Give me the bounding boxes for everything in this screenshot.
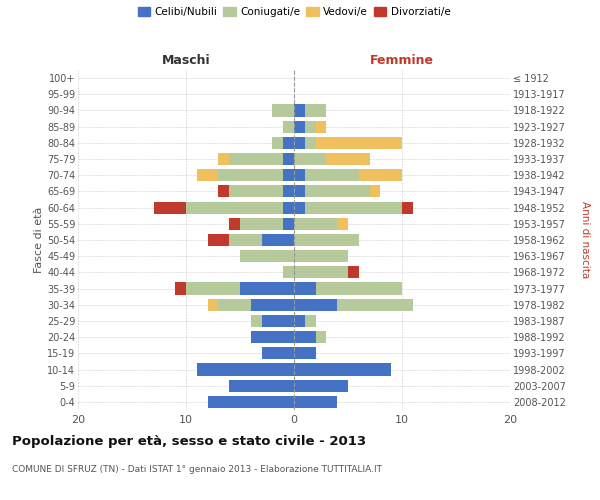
Bar [294,396,337,408]
Text: Popolazione per età, sesso e stato civile - 2013: Popolazione per età, sesso e stato civil… [12,435,366,448]
Bar [294,331,316,343]
Bar [218,169,283,181]
Bar [316,137,402,149]
Bar [305,202,402,213]
Bar [337,218,348,230]
Bar [294,234,359,246]
Bar [294,266,348,278]
Bar [359,169,402,181]
Bar [337,298,413,311]
Bar [294,282,316,294]
Bar [283,169,294,181]
Bar [272,137,283,149]
Bar [208,234,229,246]
Bar [283,266,294,278]
Bar [305,186,370,198]
Bar [197,364,294,376]
Text: Maschi: Maschi [161,54,211,68]
Bar [305,169,359,181]
Bar [305,137,316,149]
Bar [251,315,262,327]
Bar [294,202,305,213]
Bar [370,186,380,198]
Bar [272,104,294,117]
Bar [294,250,348,262]
Bar [294,169,305,181]
Bar [229,186,283,198]
Bar [283,120,294,132]
Bar [326,153,370,165]
Bar [262,315,294,327]
Bar [229,153,283,165]
Bar [348,266,359,278]
Bar [316,120,326,132]
Text: COMUNE DI SFRUZ (TN) - Dati ISTAT 1° gennaio 2013 - Elaborazione TUTTITALIA.IT: COMUNE DI SFRUZ (TN) - Dati ISTAT 1° gen… [12,465,382,474]
Bar [294,218,337,230]
Y-axis label: Anni di nascita: Anni di nascita [580,202,590,278]
Bar [208,298,218,311]
Bar [294,120,305,132]
Bar [294,348,316,360]
Bar [218,153,229,165]
Bar [305,120,316,132]
Text: Femmine: Femmine [370,54,434,68]
Bar [294,137,305,149]
Bar [402,202,413,213]
Bar [305,104,326,117]
Bar [262,234,294,246]
Bar [218,186,229,198]
Bar [175,282,186,294]
Bar [208,396,294,408]
Bar [294,186,305,198]
Bar [229,234,262,246]
Bar [229,218,240,230]
Bar [186,202,283,213]
Bar [294,364,391,376]
Y-axis label: Fasce di età: Fasce di età [34,207,44,273]
Bar [240,250,294,262]
Bar [294,380,348,392]
Bar [283,137,294,149]
Bar [294,298,337,311]
Bar [262,348,294,360]
Bar [283,202,294,213]
Bar [316,282,402,294]
Bar [283,218,294,230]
Legend: Celibi/Nubili, Coniugati/e, Vedovi/e, Divorziati/e: Celibi/Nubili, Coniugati/e, Vedovi/e, Di… [136,5,452,20]
Bar [251,331,294,343]
Bar [294,315,305,327]
Bar [283,186,294,198]
Bar [218,298,251,311]
Bar [316,331,326,343]
Bar [197,169,218,181]
Bar [283,153,294,165]
Bar [251,298,294,311]
Bar [229,380,294,392]
Bar [240,218,283,230]
Bar [240,282,294,294]
Bar [186,282,240,294]
Bar [305,315,316,327]
Bar [294,153,326,165]
Bar [154,202,186,213]
Bar [294,104,305,117]
